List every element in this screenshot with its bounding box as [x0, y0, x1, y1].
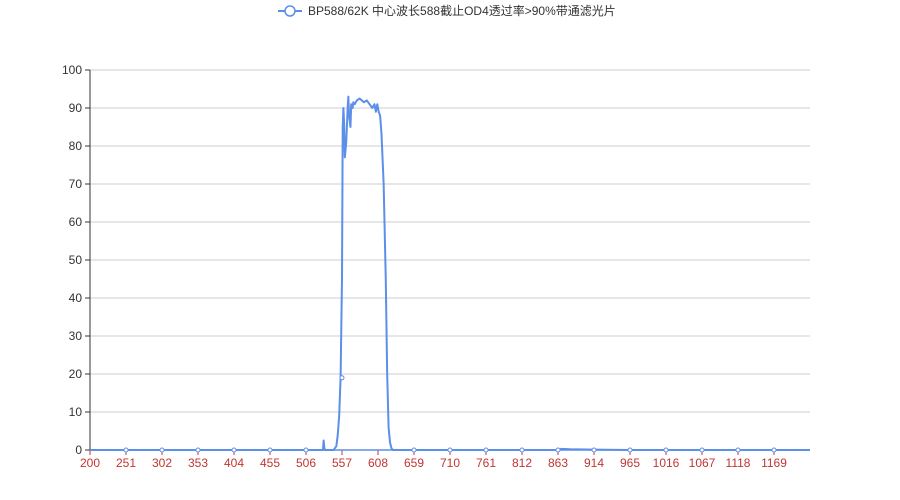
- data-point: [699, 447, 705, 453]
- y-tick-label: 80: [69, 139, 83, 153]
- x-tick-label: 914: [584, 456, 604, 470]
- x-tick-label: 455: [260, 456, 280, 470]
- x-tick-label: 965: [620, 456, 640, 470]
- x-tick-label: 608: [368, 456, 388, 470]
- x-tick-label: 1118: [726, 456, 751, 470]
- y-tick-label: 0: [75, 443, 82, 457]
- x-tick-label: 1169: [761, 456, 787, 470]
- data-point: [555, 447, 561, 453]
- gridlines: [90, 69, 810, 413]
- y-tick-label: 50: [69, 253, 83, 267]
- legend-label: BP588/62K 中心波长588截止OD4透过率>90%带通滤光片: [308, 3, 616, 18]
- data-point: [411, 447, 417, 453]
- x-tick-label: 200: [80, 456, 100, 470]
- y-tick-label: 30: [69, 329, 83, 343]
- data-point: [195, 447, 201, 453]
- data-point: [447, 447, 453, 453]
- y-tick-label: 20: [69, 367, 83, 381]
- data-point: [735, 447, 741, 453]
- data-point: [591, 447, 597, 453]
- y-tick-label: 40: [69, 291, 83, 305]
- x-tick-label: 812: [512, 456, 532, 470]
- data-point: [159, 447, 165, 453]
- x-tick-label: 710: [440, 456, 460, 470]
- x-tick-label: 659: [404, 456, 424, 470]
- series-line: [90, 95, 810, 451]
- x-tick-label: 1016: [653, 456, 680, 470]
- x-tick-label: 251: [116, 456, 136, 470]
- x-tick-label: 302: [152, 456, 172, 470]
- data-point: [231, 447, 237, 453]
- data-point: [627, 447, 633, 453]
- x-tick-label: 506: [296, 456, 316, 470]
- data-point: [339, 375, 345, 381]
- y-tick-label: 60: [69, 215, 83, 229]
- data-point: [303, 447, 309, 453]
- x-tick-label: 863: [548, 456, 568, 470]
- data-point: [519, 447, 525, 453]
- data-point: [267, 447, 273, 453]
- x-tick-label: 404: [224, 456, 244, 470]
- data-point: [123, 447, 129, 453]
- y-tick-label: 90: [69, 101, 83, 115]
- x-tick-label: 761: [476, 456, 496, 470]
- data-point: [663, 447, 669, 453]
- y-tick-label: 10: [69, 405, 83, 419]
- y-tick-label: 70: [69, 177, 83, 191]
- series-layer: [90, 95, 810, 453]
- legend-marker-icon: [284, 5, 296, 17]
- y-axis: 0 10 20 30 40 50 60 70 80 90 100: [62, 63, 91, 457]
- x-tick-label: 1067: [689, 456, 716, 470]
- data-point: [771, 447, 777, 453]
- x-tick-label: 557: [332, 456, 352, 470]
- x-tick-label: 353: [188, 456, 208, 470]
- data-point: [483, 447, 489, 453]
- x-axis: 200 251 302 353 404 455 506 557 608 659 710 761 812 8…: [80, 449, 810, 470]
- y-tick-label: 100: [62, 63, 82, 77]
- legend[interactable]: BP588/62K 中心波长588截止OD4透过率>90%带通滤光片: [278, 3, 616, 18]
